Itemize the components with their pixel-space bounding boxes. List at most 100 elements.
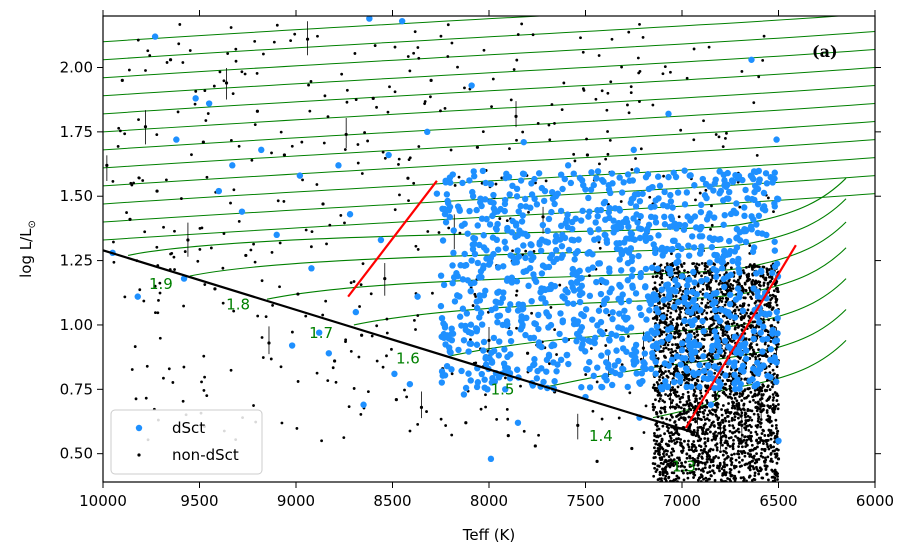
dsct-point-4: [173, 136, 180, 143]
non-dsct-cluster-point: [706, 301, 710, 305]
dsct-point-36: [487, 455, 495, 463]
non-dsct-cluster-point: [768, 420, 772, 424]
dsct-cluster-point: [715, 343, 722, 350]
non-dsct-point-35: [526, 351, 530, 355]
non-dsct-cluster-point: [666, 324, 669, 328]
non-dsct-cluster-point: [757, 402, 761, 406]
non-dsct-point-5: [155, 189, 159, 193]
non-dsct-cluster-point: [707, 449, 711, 453]
non-dsct-cluster-point: [675, 474, 679, 478]
non-dsct-field-point: [669, 70, 672, 74]
dsct-cluster-point: [564, 211, 571, 218]
non-dsct-cluster-point: [756, 354, 760, 358]
dsct-cluster-point: [729, 257, 736, 265]
non-dsct-field-point: [252, 242, 255, 246]
non-dsct-cluster-point: [746, 292, 750, 296]
non-dsct-field-point: [193, 102, 197, 106]
non-dsct-field-point: [638, 22, 641, 26]
dsct-cluster-point: [611, 205, 619, 212]
dsct-cluster-point: [648, 327, 655, 334]
non-dsct-field-point: [423, 102, 427, 106]
non-dsct-cluster-point: [732, 426, 736, 430]
dsct-cluster-point: [458, 322, 465, 329]
dsct-cluster-point: [474, 259, 482, 267]
non-dsct-field-point: [608, 139, 612, 142]
non-dsct-field-point: [446, 23, 450, 27]
dsct-cluster-point: [630, 361, 638, 368]
non-dsct-field-point: [301, 178, 304, 182]
non-dsct-field-point: [229, 368, 233, 372]
non-dsct-cluster-point: [653, 466, 656, 470]
non-dsct-field-point: [620, 363, 624, 367]
non-dsct-field-point: [562, 81, 566, 85]
dsct-cluster-point: [504, 365, 512, 372]
non-dsct-cluster-point: [757, 392, 761, 396]
non-dsct-field-point: [761, 58, 765, 62]
non-dsct-cluster-point: [744, 421, 748, 425]
non-dsct-point-24: [406, 176, 410, 180]
non-dsct-cluster-point: [737, 423, 741, 427]
non-dsct-field-point: [484, 393, 487, 397]
non-dsct-cluster-point: [651, 275, 655, 279]
non-dsct-cluster-point: [693, 460, 697, 464]
non-dsct-field-point: [345, 100, 349, 104]
dsct-cluster-point: [628, 351, 635, 358]
non-dsct-cluster-point: [762, 265, 766, 269]
non-dsct-field-point: [736, 407, 740, 411]
non-dsct-cluster-point: [672, 449, 676, 453]
non-dsct-cluster-point: [750, 425, 753, 429]
dsct-cluster-point: [624, 171, 632, 178]
non-dsct-cluster-point: [712, 319, 716, 322]
non-dsct-cluster-point: [653, 387, 657, 391]
y-tick-label-1.75: 1.75: [60, 123, 93, 141]
dsct-cluster-point: [678, 245, 685, 252]
non-dsct-cluster-point: [758, 280, 762, 284]
non-dsct-cluster-point: [687, 445, 691, 449]
non-dsct-cluster-point: [756, 413, 760, 416]
dsct-cluster-point: [570, 300, 577, 307]
non-dsct-field-point: [498, 217, 502, 220]
non-dsct-field-point: [360, 172, 364, 175]
non-dsct-cluster-point: [758, 389, 762, 393]
dsct-cluster-point: [461, 250, 468, 258]
non-dsct-cluster-point: [721, 404, 725, 407]
non-dsct-cluster-point: [700, 455, 704, 459]
dsct-cluster-point: [688, 356, 696, 363]
non-dsct-point-9: [213, 287, 217, 291]
non-dsct-cluster-point: [706, 437, 710, 441]
non-dsct-cluster-point: [727, 420, 731, 423]
non-dsct-field-point: [642, 431, 646, 434]
non-dsct-cluster-point: [732, 309, 736, 313]
non-dsct-cluster-point: [704, 430, 708, 434]
non-dsct-cluster-point: [683, 376, 687, 380]
dsct-points: [109, 16, 782, 463]
non-dsct-field-point: [279, 365, 283, 369]
non-dsct-cluster-point: [768, 280, 772, 284]
dsct-cluster-point: [725, 188, 733, 196]
non-dsct-cluster-point: [659, 373, 663, 377]
dsct-cluster-point: [465, 370, 472, 377]
dsct-cluster-point: [608, 285, 615, 292]
non-dsct-cluster-point: [664, 370, 667, 373]
dsct-cluster-point: [513, 278, 521, 285]
non-dsct-cluster-point: [726, 320, 730, 324]
non-dsct-field-point: [609, 80, 613, 84]
dsct-cluster-point: [472, 325, 480, 332]
non-dsct-cluster-point: [659, 458, 663, 462]
dsct-cluster-point: [708, 346, 716, 354]
dsct-point-74: [707, 401, 715, 408]
instability-strip-edge-2: [684, 244, 797, 429]
non-dsct-cluster-point: [765, 409, 769, 412]
non-dsct-cluster-point: [747, 265, 751, 269]
non-dsct-cluster-point: [701, 288, 705, 291]
dsct-point-46: [553, 368, 560, 375]
dsct-point-81: [748, 56, 755, 63]
non-dsct-field-point: [530, 311, 533, 315]
non-dsct-point-18: [333, 359, 337, 363]
dsct-cluster-point: [735, 255, 742, 263]
track-upper-6: [103, 103, 875, 151]
non-dsct-point-23: [394, 398, 398, 402]
legend-marker-1: [135, 424, 143, 432]
non-dsct-cluster-point: [749, 431, 753, 434]
